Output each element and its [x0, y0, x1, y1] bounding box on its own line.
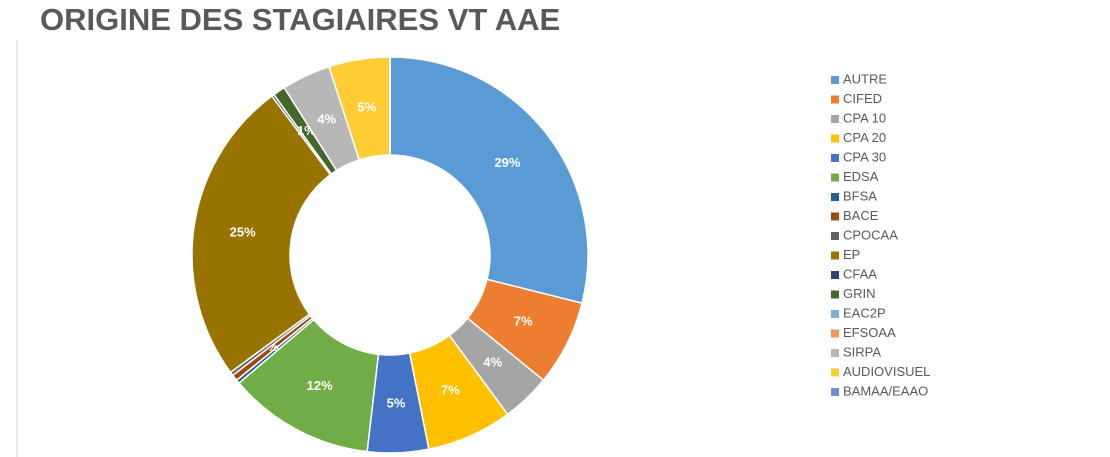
legend-label: EP — [843, 247, 860, 262]
chart-title: ORIGINE DES STAGIAIRES VT AAE — [40, 2, 560, 37]
legend-label: BACE — [843, 208, 879, 223]
slice — [191, 95, 332, 374]
legend-swatch — [831, 251, 839, 260]
legend-swatch — [831, 310, 839, 318]
legend-label: EDSA — [843, 169, 879, 184]
legend-swatch — [831, 212, 839, 221]
legend-label: CPA 20 — [843, 130, 886, 145]
legend-label: CFAA — [843, 266, 877, 281]
data-label: 7% — [514, 313, 533, 328]
legend-swatch — [831, 173, 839, 182]
legend-label: EFSOAA — [843, 325, 896, 340]
legend-swatch — [831, 349, 839, 357]
legend-swatch — [831, 115, 839, 123]
legend-swatch — [831, 329, 839, 338]
legend-swatch — [831, 388, 839, 396]
legend-swatch — [831, 154, 839, 162]
data-label: 5% — [387, 395, 406, 410]
legend-label: GRIN — [843, 286, 876, 301]
legend-label: CPA 10 — [843, 110, 886, 125]
legend-swatch — [831, 368, 839, 377]
data-label: 5% — [357, 99, 376, 114]
legend-label: EAC2P — [843, 305, 886, 320]
legend-label: AUDIOVISUEL — [843, 364, 930, 379]
legend-swatch — [831, 232, 839, 240]
legend-label: CPA 30 — [843, 149, 886, 164]
legend-label: BFSA — [843, 188, 877, 203]
data-label: 29% — [494, 155, 520, 170]
legend-swatch — [831, 95, 839, 104]
data-label: 25% — [230, 224, 256, 239]
data-label: 12% — [307, 378, 333, 393]
legend-swatch — [831, 271, 839, 279]
legend-swatch — [831, 290, 839, 299]
legend-swatch — [831, 134, 839, 143]
legend-label: SIRPA — [843, 344, 881, 359]
data-label: 7% — [441, 383, 460, 398]
legend-swatch — [831, 193, 839, 201]
legend-label: CPOCAA — [843, 227, 898, 242]
data-label: 4% — [483, 354, 502, 369]
legend-label: AUTRE — [843, 71, 887, 86]
legend-swatch — [831, 76, 839, 84]
legend-label: BAMAA/EAAO — [843, 383, 928, 398]
data-label: 4% — [317, 112, 336, 127]
legend-label: CIFED — [843, 91, 882, 106]
slice — [389, 56, 589, 305]
slice — [328, 56, 391, 161]
